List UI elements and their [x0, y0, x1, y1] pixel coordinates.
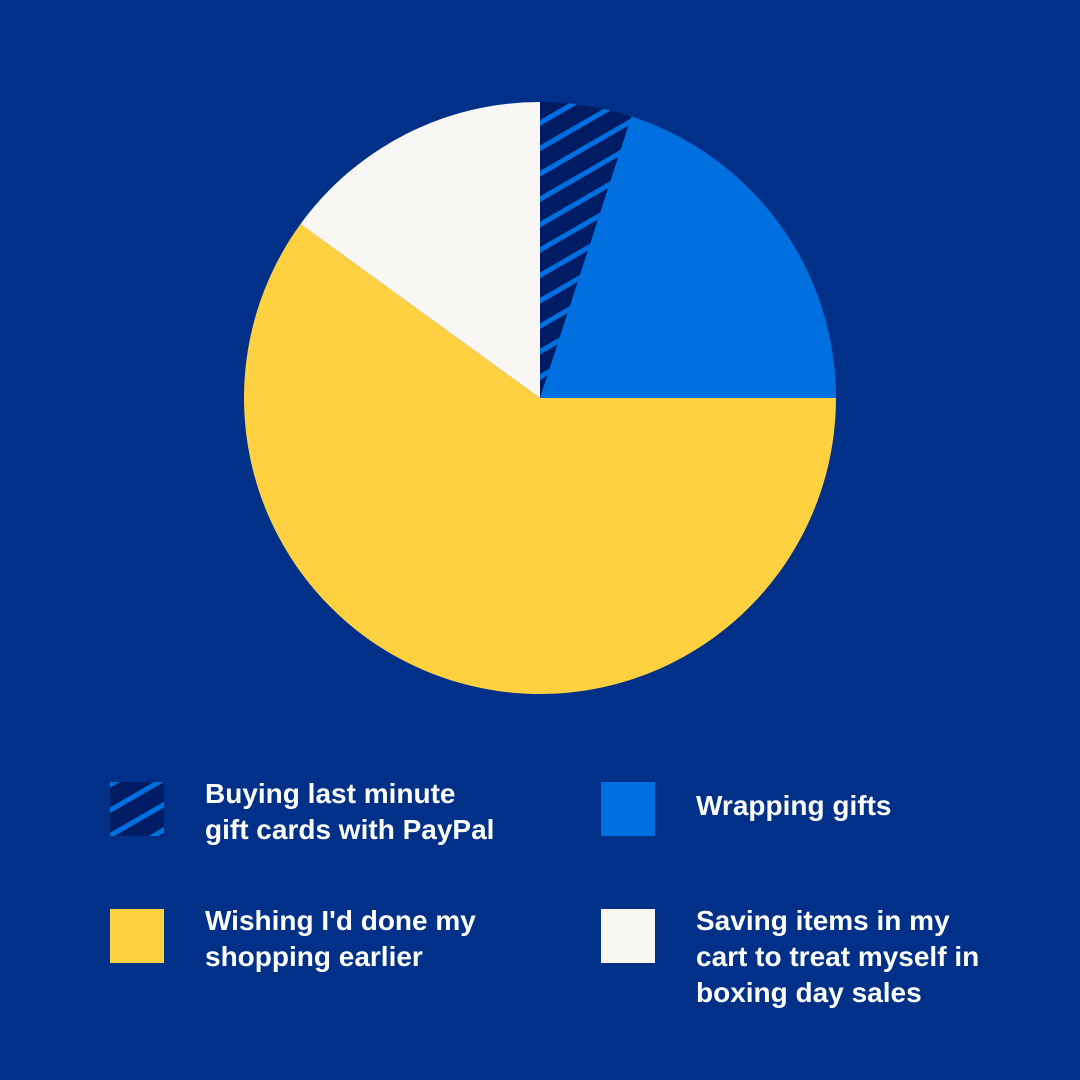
legend-label: Buying last minute gift cards with PayPa… — [205, 776, 494, 848]
legend-item-saving: Saving items in my cart to treat myself … — [601, 905, 979, 1011]
legend-label-line: Saving items in my — [696, 905, 950, 936]
legend-label-line: Buying last minute — [205, 778, 456, 809]
legend-item-wishing: Wishing I'd done my shopping earlier — [110, 905, 476, 975]
pie-slice-2 — [243, 224, 837, 695]
pie-slice-3 — [300, 102, 540, 398]
pie-slice-0 — [540, 102, 632, 398]
legend-label-line: boxing day sales — [696, 977, 922, 1008]
legend-label-line: gift cards with PayPal — [205, 814, 495, 845]
legend-label-line: shopping earlier — [205, 941, 423, 972]
legend-swatch-white — [601, 909, 655, 963]
legend-label-line: Wishing I'd done my — [205, 905, 476, 936]
legend-swatch-blue — [601, 782, 655, 836]
legend-swatch-yellow — [110, 909, 164, 963]
legend-label: Saving items in my cart to treat myself … — [696, 903, 979, 1011]
legend-label: Wrapping gifts — [696, 788, 891, 824]
legend-label-line: cart to treat myself in — [696, 941, 980, 972]
legend-swatch-hatched — [110, 782, 164, 836]
legend-label-line: Wrapping gifts — [696, 790, 892, 821]
legend-label: Wishing I'd done my shopping earlier — [205, 903, 476, 975]
legend-item-wrapping: Wrapping gifts — [601, 782, 891, 836]
pie-slice-1 — [540, 116, 836, 398]
legend-item-gift-cards: Buying last minute gift cards with PayPa… — [110, 778, 494, 848]
